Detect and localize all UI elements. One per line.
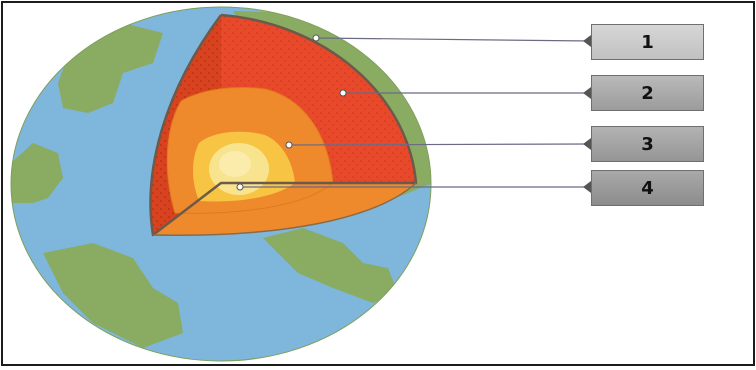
label-box-2: 2	[591, 75, 704, 111]
pointer-dot-2	[339, 89, 347, 97]
continent-bottom-left	[43, 243, 183, 348]
pointer-dots	[236, 34, 347, 191]
pointer-dot-4	[236, 183, 244, 191]
label-box-4: 4	[591, 170, 704, 206]
label-2: 2	[641, 82, 654, 104]
earth-cutaway	[149, 13, 418, 237]
continent-left	[11, 143, 63, 203]
label-box-1: 1	[591, 24, 704, 60]
earth-layers-diagram	[10, 6, 592, 362]
pointer-dot-3	[285, 141, 293, 149]
globe-outline	[10, 6, 432, 362]
label-4: 4	[641, 177, 654, 199]
leader-line-3	[288, 143, 592, 146]
label-box-3: 3	[591, 126, 704, 162]
label-3: 3	[641, 133, 654, 155]
leader-line-1	[315, 37, 592, 42]
label-1: 1	[641, 31, 654, 53]
continent-right	[263, 228, 398, 303]
pointer-dot-1	[312, 34, 320, 42]
leader-lines	[240, 35, 592, 193]
